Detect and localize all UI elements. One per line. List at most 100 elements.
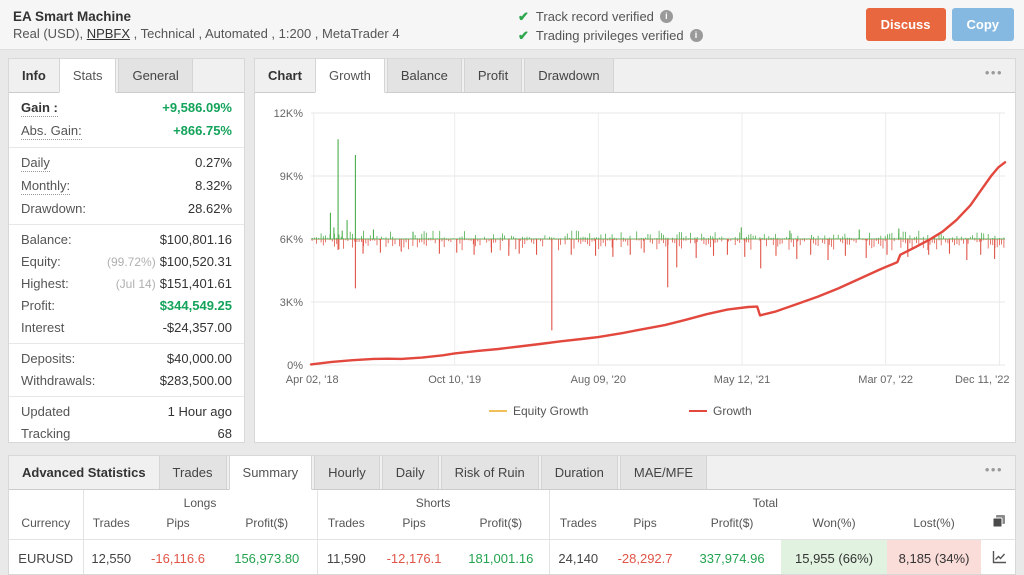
broker-link[interactable]: NPBFX bbox=[86, 25, 131, 41]
account-attrs: , Technical , Automated , 1:200 , MetaTr… bbox=[130, 25, 400, 41]
svg-text:Growth: Growth bbox=[713, 404, 752, 418]
stat-value-wrap: $344,549.25 bbox=[160, 298, 232, 314]
table-column-header-row: Currency Trades Pips Profit($) Trades Pips Pro… bbox=[9, 511, 1015, 540]
stat-label: Interest bbox=[21, 320, 65, 335]
tab-daily[interactable]: Daily bbox=[381, 456, 439, 489]
account-title-block: EA Smart Machine Real (USD), NPBFX , Tec… bbox=[0, 8, 518, 42]
stat-value: 28.62% bbox=[187, 201, 232, 216]
x-axis-tick: May 12, '21 bbox=[714, 374, 771, 386]
stat-label: Gain : bbox=[21, 100, 58, 117]
ellipsis-menu-icon[interactable]: ••• bbox=[984, 462, 1003, 477]
stat-label: Tracking bbox=[21, 426, 71, 441]
stat-row: Daily 0.27% bbox=[9, 152, 244, 175]
stat-row: Monthly: 8.32% bbox=[9, 175, 244, 198]
tab-hourly[interactable]: Hourly bbox=[314, 456, 380, 489]
stat-value: 8.32% bbox=[195, 178, 232, 193]
equity-growth-line bbox=[310, 161, 1006, 365]
tab-drawdown[interactable]: Drawdown bbox=[524, 59, 614, 92]
column-header[interactable]: Trades bbox=[316, 511, 376, 540]
info-icon[interactable]: i bbox=[659, 9, 673, 23]
table-cell: 24,140 bbox=[548, 538, 608, 574]
y-axis-tick: 6K% bbox=[280, 234, 303, 246]
group-header-total: Total bbox=[548, 490, 982, 511]
column-header[interactable]: Trades bbox=[548, 511, 608, 540]
stat-value: +866.75% bbox=[173, 123, 232, 138]
chart-row-icon[interactable] bbox=[992, 550, 1007, 567]
badge-label: Track record verified bbox=[535, 8, 654, 24]
info-panel-tabstrip: Info Stats General bbox=[9, 59, 244, 93]
row-actions-cell bbox=[981, 538, 1015, 574]
stat-row: Highest: (Jul 14) $151,401.61 bbox=[9, 273, 244, 295]
stat-group: Updated 1 Hour ago Tracking 68 bbox=[9, 397, 244, 449]
currency-cell: EURUSD bbox=[9, 538, 83, 574]
discuss-button[interactable]: Discuss bbox=[865, 8, 946, 41]
checkmark-icon: ✔ bbox=[518, 8, 529, 24]
stat-value-wrap: 8.32% bbox=[195, 178, 232, 194]
stat-row: Abs. Gain: +866.75% bbox=[9, 120, 244, 143]
stat-value: -$24,357.00 bbox=[162, 320, 232, 335]
stat-value-wrap: (Jul 14) $151,401.61 bbox=[116, 276, 232, 292]
stat-label: Equity: bbox=[21, 254, 61, 269]
badge-label: Trading privileges verified bbox=[535, 27, 684, 43]
tab-risk-of-ruin[interactable]: Risk of Ruin bbox=[440, 456, 539, 489]
tab-profit[interactable]: Profit bbox=[463, 59, 523, 92]
table-cell: 8,185 (34%) bbox=[887, 538, 982, 574]
info-icon[interactable]: i bbox=[689, 28, 703, 42]
stat-group: Daily 0.27% Monthly: 8.32% Drawdown: 28.62% bbox=[9, 148, 244, 225]
column-header[interactable]: Won(%) bbox=[812, 515, 856, 530]
column-header[interactable]: Pips bbox=[633, 515, 657, 530]
stat-value-wrap: 1 Hour ago bbox=[168, 404, 232, 420]
stat-label: Balance: bbox=[21, 232, 72, 247]
tab-balance[interactable]: Balance bbox=[386, 59, 462, 92]
x-axis-tick: Apr 02, '18 bbox=[286, 374, 339, 386]
tab-duration[interactable]: Duration bbox=[540, 456, 618, 489]
column-header[interactable]: Profit($) bbox=[479, 515, 523, 530]
growth-chart[interactable]: 0% 3K% 6K% 9K% 12K% Apr 02, '18 Oct 10, '19 Aug… bbox=[255, 97, 1013, 437]
legend-item-growth[interactable]: Growth bbox=[689, 404, 752, 418]
column-header[interactable]: Pips bbox=[402, 515, 426, 530]
column-header[interactable]: Pips bbox=[166, 515, 190, 530]
account-header: EA Smart Machine Real (USD), NPBFX , Tec… bbox=[0, 0, 1024, 50]
stat-row: Profit: $344,549.25 bbox=[9, 295, 244, 317]
verification-badges: ✔ Track record verified i ✔ Trading priv… bbox=[518, 5, 866, 45]
stat-label: Drawdown: bbox=[21, 201, 87, 216]
chart-panel-title: Chart bbox=[268, 68, 302, 83]
stat-value-wrap: +866.75% bbox=[173, 123, 232, 139]
column-header[interactable]: Lost(%) bbox=[913, 515, 955, 530]
tab-mae-mfe[interactable]: MAE/MFE bbox=[619, 456, 708, 489]
y-axis-tick: 3K% bbox=[280, 297, 303, 309]
tab-trades[interactable]: Trades bbox=[158, 456, 227, 489]
spacer bbox=[616, 59, 973, 92]
table-cell: -12,176.1 bbox=[375, 538, 454, 574]
stat-row: Gain : +9,586.09% bbox=[9, 97, 244, 120]
copy-table-icon[interactable] bbox=[992, 514, 1006, 531]
column-header[interactable]: Trades bbox=[82, 511, 139, 540]
stat-value: $40,000.00 bbox=[166, 351, 232, 366]
stats-list: Gain : +9,586.09% Abs. Gain: +866.75% Daily 0… bbox=[9, 93, 244, 449]
ellipsis-menu-icon[interactable]: ••• bbox=[984, 65, 1003, 80]
table-group-header-row: Longs Shorts Total bbox=[9, 490, 1015, 511]
checkmark-icon: ✔ bbox=[518, 27, 529, 43]
stat-value: $151,401.61 bbox=[159, 276, 232, 291]
stat-value-prefix: (99.72%) bbox=[107, 255, 156, 269]
stat-value: 68 bbox=[217, 426, 232, 441]
stat-group: Deposits: $40,000.00 Withdrawals: $283,500.… bbox=[9, 344, 244, 397]
tab-growth[interactable]: Growth bbox=[314, 59, 385, 93]
stat-group: Balance: $100,801.16 Equity: (99.72%) $100,5… bbox=[9, 225, 244, 344]
tab-stats[interactable]: Stats bbox=[58, 59, 117, 93]
stat-row: Withdrawals: $283,500.00 bbox=[9, 370, 244, 392]
info-panel: Info Stats General Gain : +9,586.09% Abs. G… bbox=[8, 58, 245, 443]
chart-panel-tabstrip: Chart Growth Balance Profit Drawdown ••• bbox=[255, 59, 1015, 93]
copy-button[interactable]: Copy bbox=[951, 8, 1014, 41]
tab-summary[interactable]: Summary bbox=[228, 456, 313, 490]
spacer bbox=[709, 456, 973, 489]
tab-general[interactable]: General bbox=[118, 59, 193, 92]
account-title: EA Smart Machine bbox=[13, 8, 132, 24]
column-header[interactable]: Profit($) bbox=[710, 515, 754, 530]
advanced-statistics-panel: Advanced Statistics Trades Summary Hourly D… bbox=[8, 455, 1016, 575]
group-header-shorts: Shorts bbox=[316, 490, 550, 511]
stat-row: Drawdown: 28.62% bbox=[9, 198, 244, 220]
legend-item-equity-growth[interactable]: Equity Growth bbox=[489, 404, 588, 418]
column-header[interactable]: Profit($) bbox=[245, 515, 289, 530]
column-header[interactable]: Currency bbox=[21, 515, 71, 530]
